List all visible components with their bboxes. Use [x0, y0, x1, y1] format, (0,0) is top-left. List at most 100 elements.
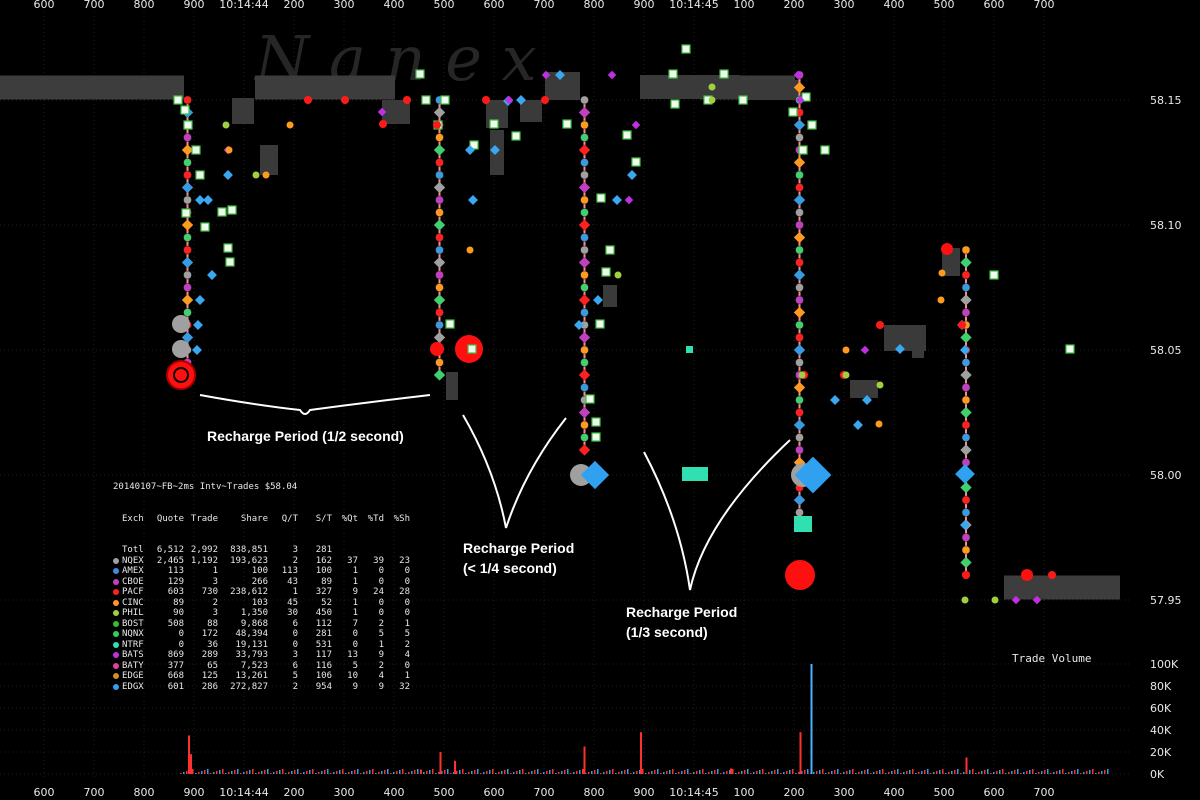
volume-noise [870, 773, 872, 774]
bats-marker [631, 120, 641, 130]
volume-noise [945, 773, 947, 774]
stats-row: CINC 89 2 103 45 52 1 0 0 [113, 598, 410, 609]
quote-marker [795, 283, 804, 292]
volume-noise [180, 773, 182, 774]
y-tick-label: 58.10 [1150, 219, 1182, 232]
x-tick-bottom: 500 [934, 786, 955, 799]
quote-marker [183, 95, 192, 105]
bost-quote-marker [820, 145, 830, 155]
volume-noise [525, 773, 527, 774]
volume-noise [975, 773, 977, 774]
volume-noise [336, 771, 338, 774]
edgx-marker [593, 295, 603, 305]
volume-noise [384, 770, 386, 774]
volume-noise [609, 770, 611, 774]
volume-noise [576, 771, 578, 774]
edgx-marker [433, 369, 446, 381]
volume-noise [324, 770, 326, 774]
cinc-marker [842, 346, 850, 354]
volume-noise [225, 773, 227, 774]
quote-marker [435, 195, 444, 205]
volume-noise [636, 771, 638, 774]
x-tick-bottom: 800 [584, 786, 605, 799]
volume-noise [612, 769, 614, 774]
volume-noise [906, 771, 908, 774]
volume-noise [204, 770, 206, 774]
bost-quote-marker [445, 319, 455, 329]
volume-noise [954, 770, 956, 774]
exchange-color-dot [113, 589, 119, 596]
quote-marker [795, 358, 804, 367]
x-tick-bottom: 200 [784, 786, 805, 799]
cinc-marker [466, 246, 474, 254]
volume-noise [1089, 770, 1091, 774]
volume-noise [1068, 772, 1070, 774]
volume-noise [195, 773, 197, 774]
volume-noise [912, 769, 914, 774]
exchange-color-dot [113, 652, 119, 659]
edgx-marker [207, 270, 217, 280]
x-tick-bottom: 100 [734, 786, 755, 799]
volume-noise [1035, 773, 1037, 774]
volume-noise [411, 771, 413, 774]
quote-marker [580, 383, 589, 392]
volume-noise [669, 770, 671, 774]
volume-noise [915, 773, 917, 774]
vol-tick-label: 20K [1150, 746, 1172, 759]
volume-noise [981, 771, 983, 774]
x-tick-top: 600 [984, 0, 1005, 11]
edgx-marker [574, 320, 584, 330]
bost-quote-marker [670, 99, 680, 109]
stats-row: NQNX 0 172 48,394 0 281 0 5 5 [113, 629, 410, 640]
stats-header: Exch Quote Trade Share Q/T S/T %Qt %Td %Sh [122, 513, 410, 524]
volume-noise [546, 771, 548, 774]
volume-noise [213, 772, 215, 774]
volume-noise [1077, 769, 1079, 774]
quote-marker [435, 170, 444, 180]
bost-quote-marker [585, 394, 595, 404]
volume-noise [714, 770, 716, 774]
edgx-marker [195, 295, 205, 305]
volume-noise [921, 771, 923, 774]
volume-noise [393, 772, 395, 774]
x-tick-bottom: 500 [434, 786, 455, 799]
volume-noise [246, 771, 248, 774]
quote-marker [580, 245, 589, 255]
edgx-marker [793, 419, 806, 431]
bost-quote-marker [989, 270, 999, 280]
stats-row: CBOE 129 3 266 43 89 1 0 0 [113, 577, 410, 588]
volume-noise [1041, 771, 1043, 774]
volume-noise [315, 773, 317, 774]
quote-marker [795, 508, 804, 517]
volume-noise [786, 771, 788, 774]
volume-noise [429, 770, 431, 774]
volume-noise [450, 773, 452, 774]
stats-row: NQEX 2,465 1,192 193,623 2 162 37 39 23 [113, 556, 410, 567]
volume-noise [405, 773, 407, 774]
volume-noise [492, 769, 494, 774]
volume-noise [1071, 771, 1073, 774]
volume-noise [1044, 770, 1046, 774]
volume-noise [459, 770, 461, 774]
quote-marker [580, 133, 589, 142]
volume-noise [375, 773, 377, 774]
volume-noise [666, 771, 668, 774]
cinc-marker [262, 171, 270, 179]
annotation-3b: (1/3 second) [626, 624, 708, 640]
volume-noise [993, 772, 995, 774]
volume-noise [969, 770, 971, 774]
volume-noise [873, 772, 875, 774]
quote-step-block [850, 380, 878, 398]
volume-noise [570, 773, 572, 774]
quote-marker [961, 433, 971, 442]
volume-noise [1065, 773, 1067, 774]
quote-marker [435, 358, 444, 367]
volume-noise [522, 769, 524, 774]
volume-noise [549, 770, 551, 774]
volume-noise [1092, 769, 1094, 774]
volume-noise [888, 772, 890, 774]
bost-quote-marker [191, 145, 201, 155]
edgx-marker [433, 256, 446, 269]
volume-noise [972, 769, 974, 774]
edgx-marker [203, 195, 213, 205]
